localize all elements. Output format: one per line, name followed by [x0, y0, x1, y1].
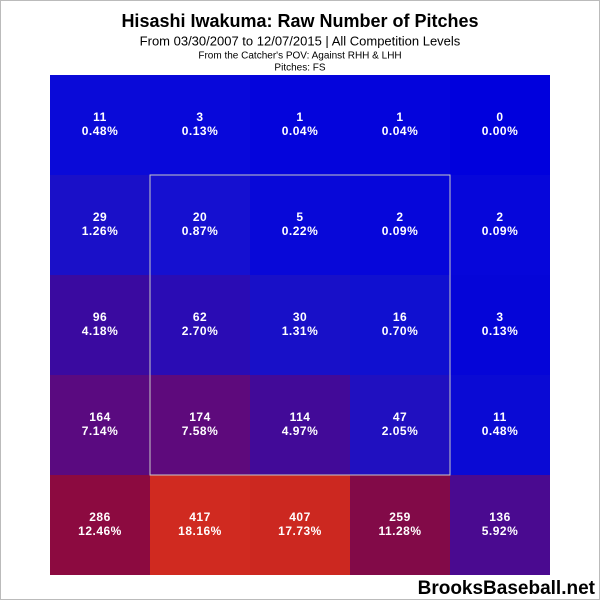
- percent-label: 4.97%: [282, 424, 319, 438]
- count-label: 0: [496, 110, 503, 124]
- heat-cell: [450, 375, 550, 475]
- heat-cell: [450, 275, 550, 375]
- percent-label: 11.28%: [378, 524, 421, 538]
- watermark: BrooksBaseball.net: [418, 578, 596, 599]
- count-label: 5: [296, 210, 303, 224]
- heat-cell: [350, 375, 450, 475]
- heat-cell: [250, 475, 350, 575]
- count-label: 2: [396, 210, 403, 224]
- count-label: 20: [193, 210, 207, 224]
- chart-title: Hisashi Iwakuma: Raw Number of Pitches: [121, 11, 478, 31]
- percent-label: 2.70%: [182, 324, 219, 338]
- heat-cell: [250, 175, 350, 275]
- percent-label: 0.09%: [482, 224, 519, 238]
- percent-label: 0.70%: [382, 324, 419, 338]
- count-label: 16: [393, 310, 407, 324]
- count-label: 62: [193, 310, 207, 324]
- percent-label: 0.00%: [482, 124, 519, 138]
- heat-cell: [50, 175, 150, 275]
- chart-note: From the Catcher's POV: Against RHH & LH…: [198, 51, 401, 62]
- heat-cell: [250, 275, 350, 375]
- percent-label: 7.14%: [82, 424, 119, 438]
- percent-label: 1.31%: [282, 324, 319, 338]
- count-label: 47: [393, 410, 407, 424]
- count-label: 2: [496, 210, 503, 224]
- heat-cell: [150, 275, 250, 375]
- count-label: 29: [93, 210, 107, 224]
- count-label: 407: [289, 510, 311, 524]
- heat-cell: [50, 475, 150, 575]
- heat-cell: [250, 375, 350, 475]
- percent-label: 0.48%: [82, 124, 119, 138]
- count-label: 174: [189, 410, 211, 424]
- count-label: 164: [89, 410, 111, 424]
- count-label: 417: [189, 510, 211, 524]
- count-label: 30: [293, 310, 307, 324]
- percent-label: 1.26%: [82, 224, 119, 238]
- count-label: 3: [496, 310, 503, 324]
- chart-note: Pitches: FS: [274, 63, 325, 74]
- count-label: 11: [493, 410, 507, 424]
- percent-label: 17.73%: [278, 524, 322, 538]
- strike-zone: [149, 174, 451, 476]
- percent-label: 2.05%: [382, 424, 419, 438]
- percent-label: 0.04%: [282, 124, 319, 138]
- heat-cell: [150, 175, 250, 275]
- percent-label: 0.22%: [282, 224, 319, 238]
- count-label: 11: [93, 110, 107, 124]
- count-label: 114: [290, 410, 311, 424]
- percent-label: 4.18%: [82, 324, 119, 338]
- heat-cell: [50, 375, 150, 475]
- percent-label: 0.13%: [182, 124, 219, 138]
- heat-cell: [150, 375, 250, 475]
- percent-label: 5.92%: [482, 524, 519, 538]
- heat-cell: [350, 275, 450, 375]
- count-label: 1: [396, 110, 403, 124]
- heat-cell: [50, 275, 150, 375]
- percent-label: 18.16%: [178, 524, 222, 538]
- heat-cell: [150, 475, 250, 575]
- count-label: 259: [389, 510, 411, 524]
- heat-cell: [150, 75, 250, 175]
- percent-label: 0.87%: [182, 224, 219, 238]
- heat-cell: [350, 75, 450, 175]
- percent-label: 7.58%: [182, 424, 219, 438]
- percent-label: 0.04%: [382, 124, 419, 138]
- heat-cell: [250, 75, 350, 175]
- chart-subtitle: From 03/30/2007 to 12/07/2015 | All Comp…: [140, 33, 461, 48]
- percent-label: 0.09%: [382, 224, 419, 238]
- heat-cell: [50, 75, 150, 175]
- heat-cell: [450, 175, 550, 275]
- heat-cell: [350, 475, 450, 575]
- heat-cell: [450, 475, 550, 575]
- count-label: 96: [93, 310, 107, 324]
- percent-label: 12.46%: [78, 524, 122, 538]
- heatmap-grid: 110.48%30.13%10.04%10.04%00.00%291.26%20…: [50, 75, 550, 575]
- percent-label: 0.13%: [482, 324, 519, 338]
- count-label: 3: [196, 110, 203, 124]
- heat-cell: [350, 175, 450, 275]
- count-label: 1: [296, 110, 303, 124]
- count-label: 136: [489, 510, 511, 524]
- percent-label: 0.48%: [482, 424, 519, 438]
- count-label: 286: [89, 510, 111, 524]
- heat-cell: [450, 75, 550, 175]
